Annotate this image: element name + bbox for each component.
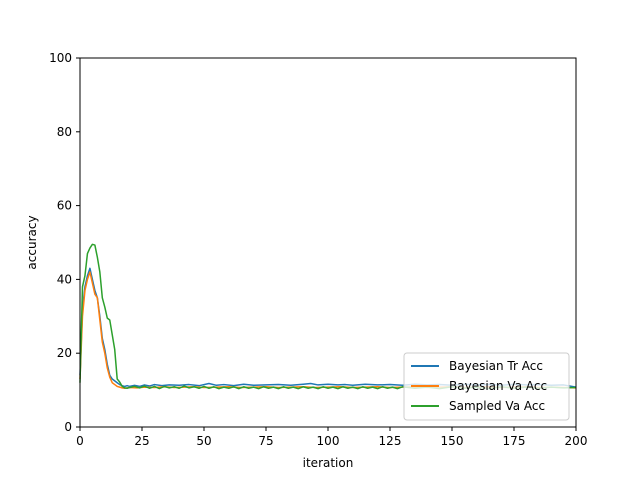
y-tick-label: 0 [64,420,72,434]
y-tick-label: 20 [57,346,72,360]
y-tick-label: 80 [57,125,72,139]
legend: Bayesian Tr Acc Bayesian Va Acc Sampled … [403,352,570,421]
legend-box [403,352,570,421]
y-tick-label: 40 [57,272,72,286]
legend-label-bayesian-tr-acc: Bayesian Tr Acc [449,359,543,373]
x-tick-label: 125 [379,434,402,448]
x-axis-label: iteration [303,456,354,470]
x-tick-label: 200 [565,434,588,448]
y-axis-ticks: 0 20 40 60 80 100 [49,51,80,434]
y-axis-label: accuracy [25,215,39,269]
y-tick-label: 100 [49,51,72,65]
x-tick-label: 50 [196,434,211,448]
x-tick-label: 0 [76,434,84,448]
x-axis-ticks: 0 25 50 75 100 125 150 175 200 [76,427,587,448]
x-tick-label: 75 [258,434,273,448]
legend-label-sampled-va-acc: Sampled Va Acc [449,399,545,413]
x-tick-label: 175 [503,434,526,448]
x-tick-label: 100 [317,434,340,448]
x-tick-label: 25 [134,434,149,448]
legend-label-bayesian-va-acc: Bayesian Va Acc [449,379,547,393]
x-tick-label: 150 [441,434,464,448]
series-line-sampled-va-acc [79,243,577,390]
y-tick-label: 60 [57,199,72,213]
